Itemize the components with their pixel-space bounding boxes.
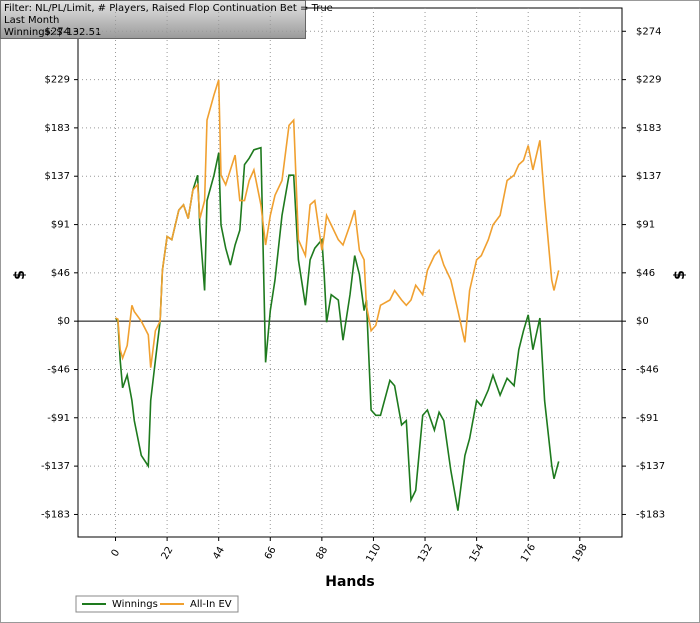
legend-label: All-In EV	[190, 599, 232, 610]
y-tick-label: $91	[51, 220, 70, 231]
info-box	[0, 0, 306, 39]
y-tick-label: $46	[636, 268, 655, 279]
y-tick-label: $229	[45, 75, 70, 86]
y-tick-label: -$183	[636, 509, 665, 520]
x-axis-label: Hands	[325, 574, 375, 590]
y-axis-label: $	[672, 270, 688, 280]
y-tick-label: $137	[45, 171, 70, 182]
y-tick-label: -$137	[636, 461, 665, 472]
y-tick-label: -$137	[41, 461, 70, 472]
y-tick-label: $0	[636, 316, 649, 327]
y-tick-label: $274	[45, 26, 70, 37]
info-line: Last Month	[4, 15, 59, 26]
y-tick-label: $183	[636, 123, 661, 134]
info-line: Filter: NL/PL/Limit, # Players, Raised F…	[4, 3, 333, 14]
info-line: Winnings: $-132.51	[4, 27, 101, 38]
y-tick-label: $91	[636, 220, 655, 231]
y-tick-label: $0	[57, 316, 70, 327]
y-tick-label: -$46	[47, 365, 70, 376]
y-tick-label: -$183	[41, 509, 70, 520]
y-tick-label: $183	[45, 123, 70, 134]
series-line	[115, 79, 560, 368]
legend-label: Winnings	[112, 599, 158, 610]
y-tick-label: $46	[51, 268, 70, 279]
y-tick-label: $137	[636, 171, 661, 182]
y-tick-label: $229	[636, 75, 661, 86]
y-tick-label: $274	[636, 26, 661, 37]
y-tick-label: -$46	[636, 365, 659, 376]
x-tick-label: 0	[110, 548, 123, 559]
y-tick-label: -$91	[636, 413, 659, 424]
y-axis-label: $	[12, 270, 28, 280]
y-tick-label: -$91	[47, 413, 70, 424]
legend	[75, 595, 239, 613]
